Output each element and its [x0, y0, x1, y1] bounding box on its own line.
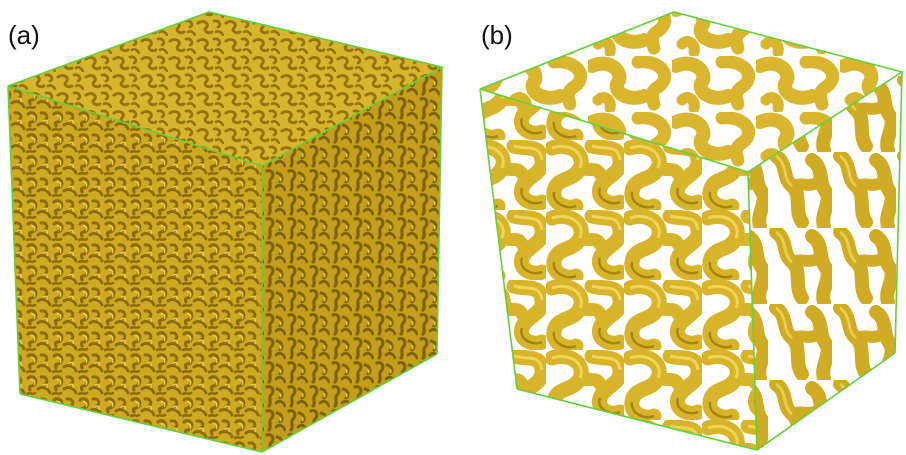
cube-a-left-face [8, 86, 262, 452]
porous-cube-b [479, 11, 904, 451]
panel-label-b: (b) [481, 20, 513, 50]
cube-a-edges [7, 11, 445, 453]
cube-b-right-face [748, 72, 902, 450]
panel-label-a: (a) [8, 20, 40, 50]
cube-a-right-face [262, 67, 442, 452]
cube-a-top-face [8, 12, 442, 166]
cube-b-left-face [480, 89, 757, 450]
porous-cube-a [7, 11, 445, 453]
cube-b-top-face [480, 12, 902, 172]
cube-b-edges [479, 11, 904, 451]
